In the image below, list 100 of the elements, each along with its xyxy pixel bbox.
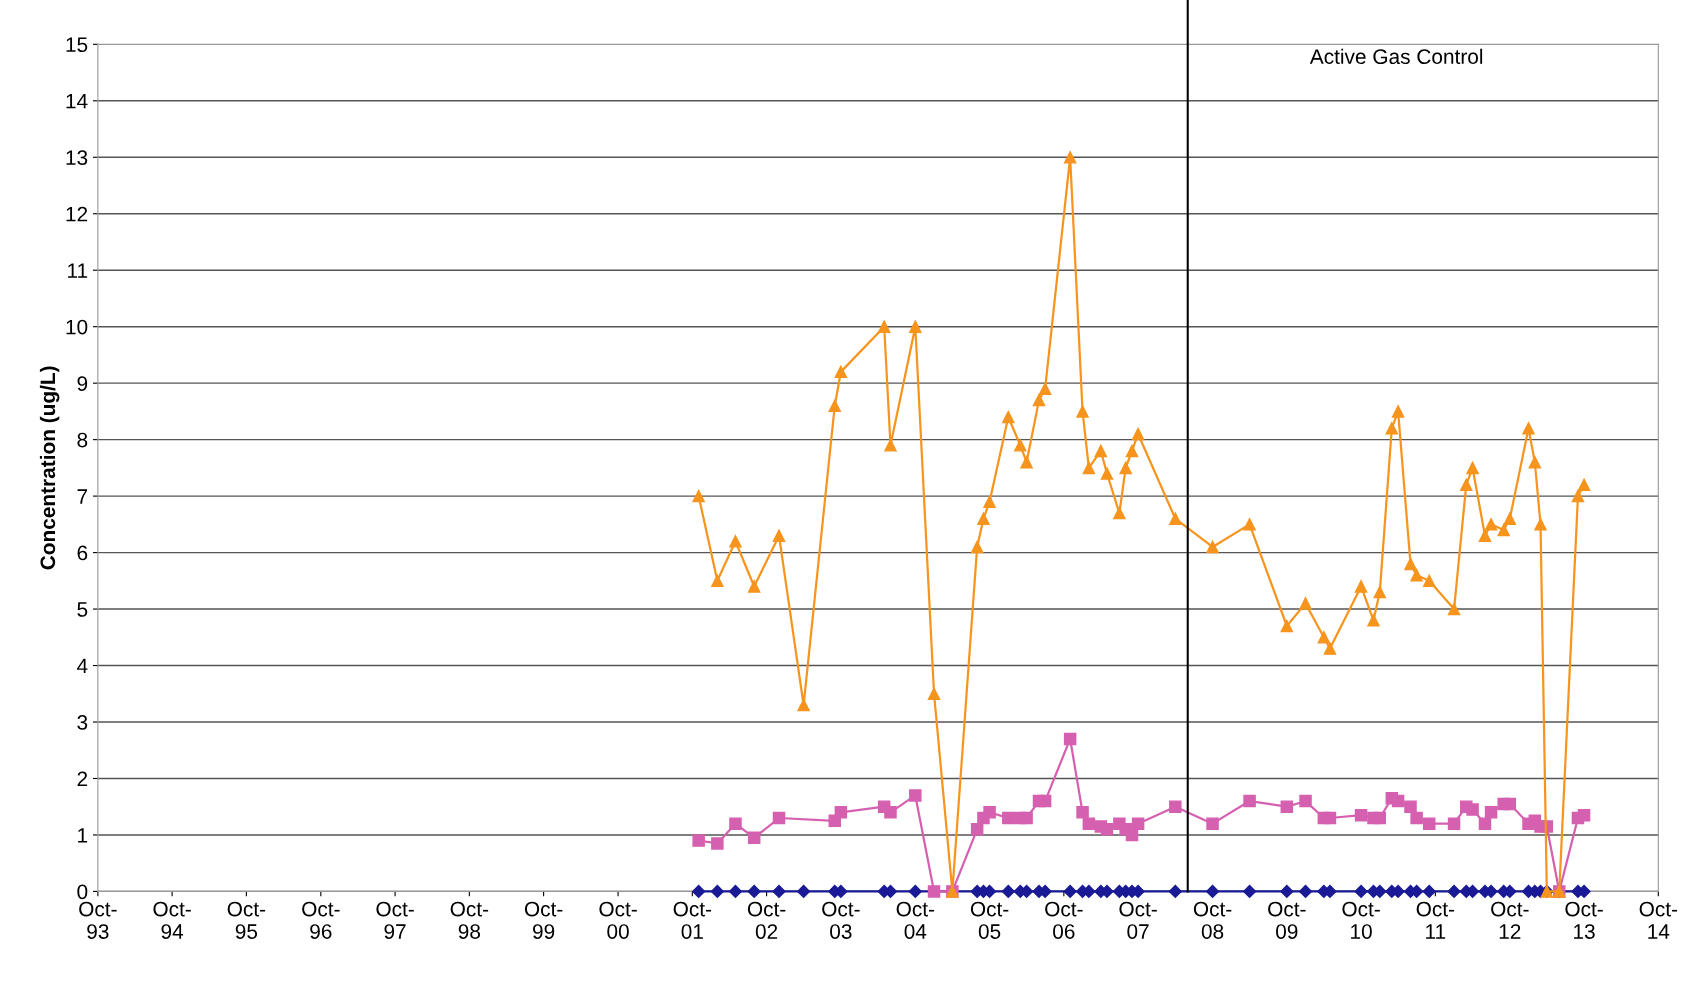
point bbox=[1323, 811, 1337, 825]
point bbox=[1534, 518, 1547, 531]
point bbox=[834, 365, 848, 379]
point bbox=[1484, 518, 1498, 531]
point bbox=[1125, 828, 1139, 842]
point bbox=[1391, 405, 1405, 418]
point bbox=[927, 687, 941, 701]
y-tick-label: 13 bbox=[66, 150, 88, 166]
point bbox=[1076, 405, 1089, 418]
point bbox=[1299, 597, 1312, 610]
point bbox=[1577, 478, 1591, 492]
point bbox=[1422, 574, 1436, 588]
point bbox=[747, 580, 761, 593]
point bbox=[1410, 568, 1423, 582]
point bbox=[772, 811, 786, 825]
point bbox=[1447, 817, 1461, 830]
y-tick-label: 7 bbox=[77, 489, 88, 504]
point bbox=[1020, 455, 1033, 469]
x-tick-label: Oct- 13 bbox=[1565, 901, 1603, 939]
point bbox=[1528, 455, 1542, 469]
point bbox=[710, 884, 724, 899]
point bbox=[692, 884, 706, 899]
y-tick-label: 5 bbox=[77, 602, 88, 617]
point bbox=[1522, 422, 1535, 435]
y-tick-label: 6 bbox=[77, 545, 88, 561]
point bbox=[711, 837, 724, 850]
point bbox=[884, 439, 897, 452]
point bbox=[983, 806, 996, 819]
x-tick-label: Oct- 01 bbox=[673, 901, 712, 939]
point bbox=[728, 884, 743, 899]
point bbox=[1242, 884, 1257, 899]
point bbox=[1367, 614, 1380, 627]
point bbox=[1354, 808, 1368, 822]
x-tick-label: Oct- 05 bbox=[970, 901, 1009, 939]
point bbox=[1243, 794, 1256, 808]
point bbox=[1298, 884, 1313, 899]
point bbox=[797, 884, 811, 899]
point bbox=[1391, 794, 1405, 808]
point bbox=[1323, 642, 1337, 655]
point bbox=[1373, 585, 1387, 599]
point bbox=[1503, 797, 1517, 811]
point bbox=[1113, 506, 1126, 520]
point bbox=[1001, 884, 1015, 899]
x-tick-label: Oct- 04 bbox=[896, 901, 935, 939]
point bbox=[1032, 393, 1046, 407]
point bbox=[1002, 811, 1015, 825]
point bbox=[1478, 817, 1492, 830]
point bbox=[747, 884, 761, 899]
x-tick-label: Oct- 07 bbox=[1119, 901, 1157, 939]
x-tick-label: Oct- 93 bbox=[79, 901, 117, 939]
point bbox=[1484, 806, 1498, 819]
point bbox=[834, 806, 848, 819]
point bbox=[1447, 602, 1461, 616]
point bbox=[977, 512, 990, 525]
point bbox=[1168, 884, 1182, 899]
y-tick-label: 9 bbox=[77, 376, 88, 391]
point bbox=[1577, 808, 1591, 822]
x-tick-label: Oct- 97 bbox=[376, 901, 414, 939]
x-tick-label: Oct- 06 bbox=[1045, 901, 1083, 939]
x-tick-label: Oct- 08 bbox=[1193, 901, 1232, 939]
x-tick-label: Oct- 98 bbox=[450, 901, 489, 939]
point bbox=[970, 823, 984, 836]
point bbox=[1280, 884, 1294, 899]
point bbox=[983, 495, 996, 509]
point bbox=[1497, 523, 1510, 537]
point bbox=[970, 540, 984, 554]
y-axis-title: Concentration (ug/L) bbox=[39, 366, 60, 570]
x-tick-label: Oct- 99 bbox=[524, 901, 563, 939]
point bbox=[729, 817, 742, 830]
point bbox=[1100, 823, 1114, 836]
y-tick-label: 4 bbox=[77, 658, 88, 674]
point bbox=[1404, 800, 1417, 813]
point bbox=[1466, 461, 1479, 475]
point bbox=[1206, 540, 1219, 554]
point bbox=[877, 320, 891, 333]
point bbox=[1447, 884, 1461, 899]
y-tick-label: 8 bbox=[77, 432, 88, 448]
point bbox=[828, 399, 841, 413]
point bbox=[1373, 811, 1387, 825]
point bbox=[1038, 382, 1052, 396]
x-tick-label: Oct- 10 bbox=[1342, 901, 1380, 939]
point bbox=[1206, 817, 1219, 830]
point bbox=[1422, 817, 1436, 830]
point bbox=[909, 320, 922, 333]
point bbox=[1063, 732, 1077, 746]
point bbox=[1131, 427, 1145, 441]
point bbox=[729, 535, 742, 548]
point bbox=[1125, 444, 1139, 458]
point bbox=[692, 834, 705, 847]
point bbox=[1169, 512, 1182, 525]
point bbox=[1354, 580, 1368, 593]
point bbox=[1063, 884, 1077, 899]
point bbox=[1503, 512, 1517, 525]
x-tick-label: Oct- 94 bbox=[153, 901, 191, 939]
point bbox=[1385, 422, 1399, 435]
point bbox=[1002, 410, 1015, 424]
point bbox=[884, 806, 897, 819]
y-tick-label: 15 bbox=[66, 37, 88, 53]
x-tick-label: Oct- 03 bbox=[822, 901, 860, 939]
point bbox=[711, 574, 724, 588]
